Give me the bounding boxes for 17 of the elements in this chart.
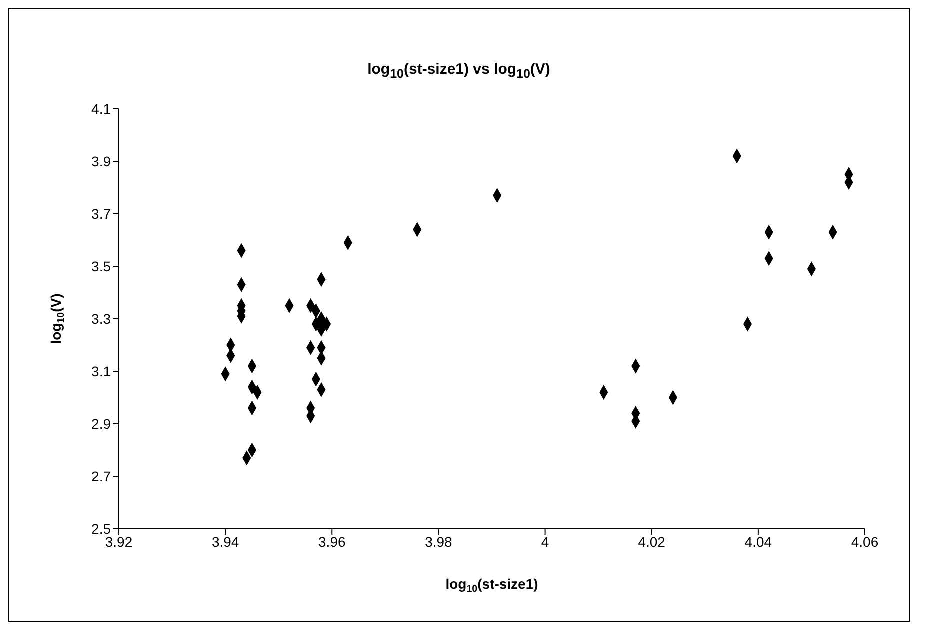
x-axis-title: log$_{10}$(st-size1) <box>446 576 538 595</box>
y-tick-label: 4.1 <box>92 100 112 117</box>
x-tick-label: 3.98 <box>425 534 453 550</box>
y-tick-label: 3.1 <box>92 363 112 380</box>
y-tick-label: 3.9 <box>92 153 112 170</box>
y-tick-label: 3.7 <box>92 206 112 222</box>
x-tick-label: 4.06 <box>851 534 879 550</box>
x-tick-label: 3.96 <box>318 534 346 550</box>
y-tick-label: 2.7 <box>92 468 112 484</box>
y-tick-label: 2.9 <box>92 416 112 432</box>
x-tick-label: 3.94 <box>212 534 240 550</box>
y-tick-label: 3.5 <box>92 258 112 274</box>
chart-title: log$_{10}$(st-size1) vs log$_{10}$(V) <box>366 61 552 81</box>
x-tick-label: 4 <box>541 534 550 550</box>
y-tick-label: 3.3 <box>92 310 112 327</box>
x-tick-label: 4.02 <box>638 534 666 550</box>
x-tick-label: 4.04 <box>744 534 772 550</box>
